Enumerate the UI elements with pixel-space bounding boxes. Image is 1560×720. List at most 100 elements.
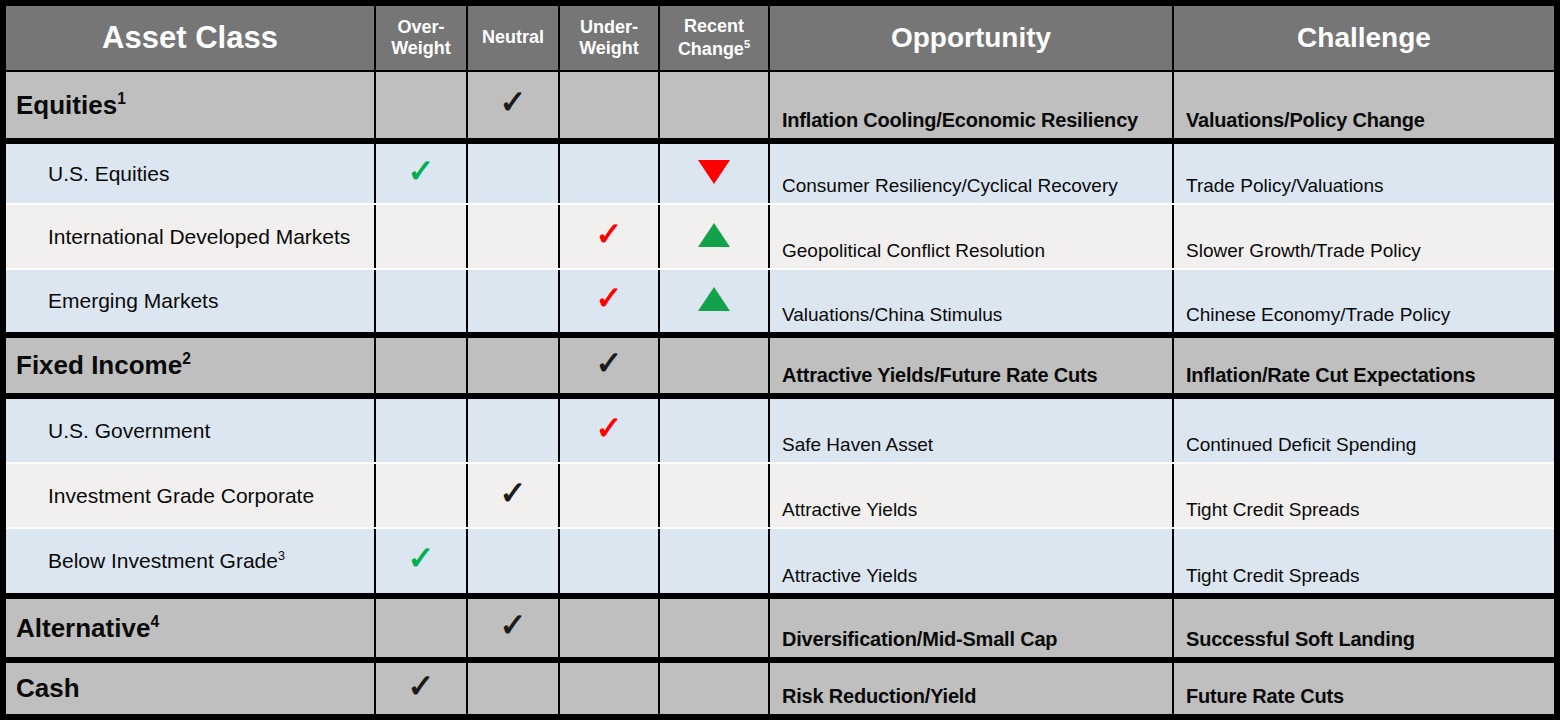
table-row: Fixed Income2 ✓ Attractive Yields/Future… [6, 338, 1554, 399]
challenge-cell: Slower Growth/Trade Policy [1174, 205, 1554, 268]
neutral-cell [468, 270, 560, 332]
asset-class-label: International Developed Markets [48, 225, 350, 249]
neutral-cell [468, 663, 560, 714]
table-row: Alternative4 ✓ Diversification/Mid-Small… [6, 599, 1554, 663]
challenge-cell: Trade Policy/Valuations [1174, 144, 1554, 203]
opportunity-cell: Risk Reduction/Yield [770, 663, 1174, 714]
overweight-cell: ✓ [376, 144, 468, 203]
asset-class-label: Cash [16, 673, 80, 704]
challenge-cell: Future Rate Cuts [1174, 663, 1554, 714]
check-icon: ✓ [500, 609, 527, 641]
table-row: Investment Grade Corporate ✓ Attractive … [6, 464, 1554, 529]
overweight-cell [376, 205, 468, 268]
recent-change-cell [660, 663, 770, 714]
neutral-cell: ✓ [468, 464, 560, 527]
table-row: Below Investment Grade3 ✓ Attractive Yie… [6, 529, 1554, 599]
underweight-cell [560, 72, 660, 138]
table-row: U.S. Government ✓ Safe Haven Asset Conti… [6, 399, 1554, 464]
underweight-cell: ✓ [560, 338, 660, 393]
recent-change-cell [660, 338, 770, 393]
recent-change-cell [660, 270, 770, 332]
recent-change-cell [660, 399, 770, 462]
recent-change-cell [660, 144, 770, 203]
challenge-cell: Tight Credit Spreads [1174, 529, 1554, 593]
recent-change-cell [660, 599, 770, 657]
asset-class-label: Below Investment Grade3 [48, 549, 285, 573]
asset-class-label: Emerging Markets [48, 289, 218, 313]
asset-class-cell: Cash [6, 663, 376, 714]
col-header-overweight: Over- Weight [376, 6, 468, 70]
opportunity-cell: Diversification/Mid-Small Cap [770, 599, 1174, 657]
check-icon: ✓ [408, 155, 435, 187]
table-row: Emerging Markets ✓ Valuations/China Stim… [6, 270, 1554, 338]
asset-class-label: Fixed Income2 [16, 350, 191, 381]
col-header-recent-change: Recent Change5 [660, 6, 770, 70]
opportunity-cell: Valuations/China Stimulus [770, 270, 1174, 332]
overweight-cell [376, 270, 468, 332]
opportunity-cell: Attractive Yields [770, 464, 1174, 527]
overweight-cell [376, 464, 468, 527]
footnote-marker: 3 [278, 549, 285, 563]
asset-class-label: Alternative4 [16, 613, 159, 644]
opportunity-cell: Attractive Yields/Future Rate Cuts [770, 338, 1174, 393]
underweight-cell [560, 144, 660, 203]
col-header-asset-class: Asset Class [6, 6, 376, 70]
recent-change-cell [660, 72, 770, 138]
neutral-cell [468, 338, 560, 393]
col-header-underweight: Under- Weight [560, 6, 660, 70]
challenge-cell: Continued Deficit Spending [1174, 399, 1554, 462]
overweight-cell [376, 399, 468, 462]
check-icon: ✓ [408, 542, 435, 574]
col-header-challenge: Challenge [1174, 6, 1554, 70]
col-header-opportunity: Opportunity [770, 6, 1174, 70]
asset-class-cell: U.S. Equities [6, 144, 376, 203]
asset-class-label: Investment Grade Corporate [48, 484, 314, 508]
overweight-cell: ✓ [376, 663, 468, 714]
asset-class-cell: Fixed Income2 [6, 338, 376, 393]
table-row: Equities1 ✓ Inflation Cooling/Economic R… [6, 72, 1554, 144]
neutral-cell [468, 205, 560, 268]
recent-change-cell [660, 464, 770, 527]
underweight-cell: ✓ [560, 205, 660, 268]
check-icon: ✓ [500, 86, 527, 118]
neutral-cell [468, 529, 560, 593]
check-icon: ✓ [500, 477, 527, 509]
overweight-cell: ✓ [376, 529, 468, 593]
opportunity-cell: Safe Haven Asset [770, 399, 1174, 462]
table-header-row: Asset Class Over- Weight Neutral Under- … [6, 6, 1554, 72]
opportunity-cell: Consumer Resiliency/Cyclical Recovery [770, 144, 1174, 203]
table-body: Equities1 ✓ Inflation Cooling/Economic R… [6, 72, 1554, 714]
recent-change-cell [660, 529, 770, 593]
challenge-cell: Chinese Economy/Trade Policy [1174, 270, 1554, 332]
col-header-neutral: Neutral [468, 6, 560, 70]
triangle-up-icon [698, 223, 730, 247]
table-row: International Developed Markets ✓ Geopol… [6, 205, 1554, 270]
overweight-cell [376, 72, 468, 138]
overweight-cell [376, 599, 468, 657]
footnote-marker: 5 [744, 38, 750, 50]
opportunity-cell: Attractive Yields [770, 529, 1174, 593]
challenge-cell: Tight Credit Spreads [1174, 464, 1554, 527]
underweight-cell: ✓ [560, 270, 660, 332]
check-icon: ✓ [596, 347, 623, 379]
asset-class-header-label: Asset Class [102, 20, 278, 56]
asset-class-cell: International Developed Markets [6, 205, 376, 268]
challenge-cell: Successful Soft Landing [1174, 599, 1554, 657]
challenge-cell: Valuations/Policy Change [1174, 72, 1554, 138]
neutral-cell [468, 399, 560, 462]
underweight-cell [560, 599, 660, 657]
asset-class-cell: U.S. Government [6, 399, 376, 462]
asset-class-cell: Below Investment Grade3 [6, 529, 376, 593]
footnote-marker: 1 [117, 90, 126, 107]
asset-class-label: U.S. Equities [48, 162, 169, 186]
challenge-cell: Inflation/Rate Cut Expectations [1174, 338, 1554, 393]
neutral-cell: ✓ [468, 72, 560, 138]
footnote-marker: 4 [150, 613, 159, 630]
asset-class-cell: Alternative4 [6, 599, 376, 657]
underweight-cell [560, 464, 660, 527]
triangle-down-icon [698, 160, 730, 184]
asset-allocation-table: Asset Class Over- Weight Neutral Under- … [0, 0, 1560, 720]
underweight-cell: ✓ [560, 399, 660, 462]
check-icon: ✓ [596, 282, 623, 314]
neutral-cell [468, 144, 560, 203]
